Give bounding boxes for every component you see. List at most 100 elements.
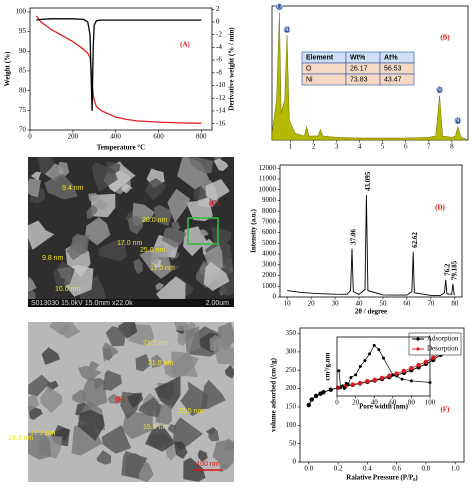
table-cell xyxy=(379,73,415,86)
x-tick-label: 10 xyxy=(284,300,292,308)
particle xyxy=(133,258,143,274)
y-tick-label: 350 xyxy=(286,329,297,337)
particle xyxy=(122,411,154,440)
peak-label: Ni xyxy=(283,25,290,33)
x-tick-label: 0.8 xyxy=(422,465,431,473)
particle xyxy=(28,220,55,250)
particle xyxy=(193,185,208,202)
panel-label: (D) xyxy=(435,204,445,212)
y2-tick-label: -12 xyxy=(216,94,226,102)
data-point xyxy=(357,380,363,386)
particle xyxy=(105,326,127,347)
x-tick-label: 50 xyxy=(379,300,387,308)
table-header: At% xyxy=(384,54,398,61)
particle xyxy=(145,178,167,201)
peak-marker xyxy=(275,2,284,11)
data-point xyxy=(401,368,407,374)
series-line xyxy=(287,194,456,296)
particle xyxy=(81,377,108,408)
x-tick-label: 600 xyxy=(153,133,164,141)
x-tick-label: 7 xyxy=(427,143,431,151)
data-point xyxy=(349,375,353,379)
table-value: Ni xyxy=(306,76,313,83)
table-header: Element xyxy=(306,54,334,61)
y-tick-label: 9000 xyxy=(262,196,277,204)
data-point xyxy=(363,359,367,363)
panel-label: (E) xyxy=(115,396,125,404)
size-label: 10.0 nm xyxy=(55,286,80,293)
legend-label: Desorption xyxy=(427,345,459,353)
x-tick-label: 800 xyxy=(196,133,207,141)
data-point xyxy=(382,356,385,360)
data-point xyxy=(394,371,399,376)
peak-label: Ni xyxy=(454,116,461,124)
x-tick-label: 30 xyxy=(332,300,340,308)
particle xyxy=(44,173,78,200)
series-line xyxy=(35,15,202,124)
particle xyxy=(88,193,100,203)
data-point xyxy=(341,384,345,388)
x-tick-label: 0 xyxy=(335,399,339,407)
data-point xyxy=(350,382,355,387)
y-tick-label: 80 xyxy=(19,86,27,94)
data-point xyxy=(379,375,385,381)
data-point xyxy=(342,386,346,390)
x-tick-label: 1.0 xyxy=(451,465,460,473)
footer: S013030 15.0kV 15.0mm x22.0k xyxy=(31,300,133,307)
plot-frame xyxy=(29,7,213,131)
y2-tick-label: -6 xyxy=(216,56,222,64)
particle xyxy=(154,374,181,410)
table-value: 56.53 xyxy=(384,65,402,72)
particle xyxy=(57,266,71,282)
particle xyxy=(209,334,223,352)
data-point xyxy=(313,393,319,399)
x-tick-label: 0 xyxy=(28,133,32,141)
particle xyxy=(167,188,191,223)
data-point xyxy=(309,397,314,402)
peak-label: 79.185 xyxy=(450,260,458,280)
particle xyxy=(89,361,100,370)
y2-tick-label: -10 xyxy=(216,81,226,89)
y-tick-label: 85 xyxy=(19,67,27,75)
y-tick-label: 0 xyxy=(273,293,277,301)
data-point xyxy=(431,355,436,360)
size-label: 21.5 nm xyxy=(143,340,168,347)
y-tick-label: 75 xyxy=(19,106,27,114)
particle xyxy=(77,409,105,441)
particle xyxy=(70,235,90,255)
peak-label: Ni xyxy=(436,85,443,93)
x-tick-label: 400 xyxy=(110,133,121,141)
particle xyxy=(199,229,209,238)
y-tick-label: 200 xyxy=(286,384,297,392)
panel-label: (B) xyxy=(440,34,450,42)
panel-label: (F) xyxy=(441,406,451,414)
y2-tick-label: -8 xyxy=(216,68,222,76)
particle xyxy=(212,439,234,471)
particle xyxy=(213,158,229,172)
y-tick-label: 0 xyxy=(293,458,297,466)
y-tick-label: 70 xyxy=(19,126,27,134)
y-tick-label: 100 xyxy=(286,421,297,429)
particle xyxy=(91,162,118,192)
plot-frame xyxy=(336,336,431,397)
particle xyxy=(101,425,132,454)
y-tick-label: 90 xyxy=(19,47,27,55)
table-value: 43.47 xyxy=(384,76,402,83)
data-point xyxy=(358,365,362,368)
legend-label: Adsorption xyxy=(427,335,459,343)
peak-marker xyxy=(454,116,462,125)
panel-label: (C) xyxy=(209,200,219,208)
particle xyxy=(28,290,36,301)
y-tick-label: 10000 xyxy=(259,185,277,193)
particle xyxy=(28,432,52,460)
x-tick-label: 80 xyxy=(408,399,416,407)
y-tick-label: 300 xyxy=(286,347,297,355)
x-tick-label: 6 xyxy=(404,143,408,151)
particle xyxy=(153,204,172,226)
y-tick-label: 250 xyxy=(286,366,297,374)
x-tick-label: 8 xyxy=(450,143,454,151)
particle xyxy=(28,178,41,198)
particle xyxy=(163,360,183,378)
particle xyxy=(208,427,220,442)
